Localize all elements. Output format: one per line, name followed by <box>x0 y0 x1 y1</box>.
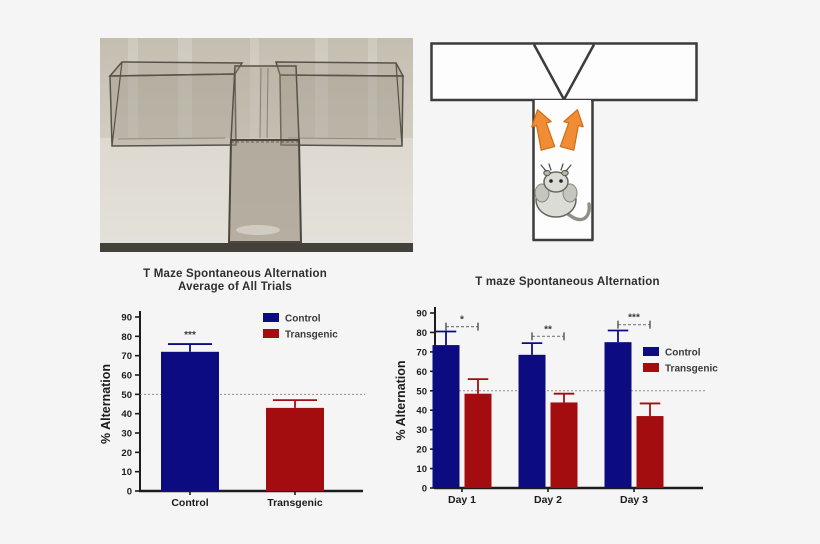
mouse-whiskers <box>540 163 572 172</box>
svg-text:40: 40 <box>416 406 427 417</box>
mouse-icon <box>534 163 591 222</box>
svg-text:90: 90 <box>416 309 427 320</box>
svg-text:30: 30 <box>121 429 132 440</box>
svg-text:Day 2: Day 2 <box>534 494 562 506</box>
photo-wall <box>100 38 413 138</box>
svg-text:Transgenic: Transgenic <box>285 330 338 341</box>
left-arm-tank <box>108 61 244 147</box>
svg-text:*: * <box>460 315 464 326</box>
chart-title: T Maze Spontaneous Alternation Average o… <box>95 268 375 294</box>
svg-text:70: 70 <box>416 347 427 358</box>
maze-top-arm <box>430 42 698 102</box>
svg-text:20: 20 <box>416 445 427 456</box>
photo-table-edge <box>100 243 413 252</box>
svg-text:Control: Control <box>665 348 701 359</box>
bar-chart-daily: 0 10 20 30 40 50 60 70 80 90 % Alternation Day 1 Day… <box>395 307 718 506</box>
svg-text:40: 40 <box>121 409 132 420</box>
svg-text:60: 60 <box>416 367 427 378</box>
svg-text:50: 50 <box>416 386 427 397</box>
svg-text:Day 3: Day 3 <box>620 494 648 506</box>
t-maze-photo-graphic <box>100 38 413 252</box>
svg-text:20: 20 <box>121 448 132 459</box>
t-maze-diagram <box>430 42 698 247</box>
svg-text:% Alternation: % Alternation <box>395 360 408 440</box>
svg-text:10: 10 <box>416 464 427 475</box>
chart-average-of-all-trials: T Maze Spontaneous Alternation Average o… <box>95 268 375 514</box>
svg-text:50: 50 <box>121 390 132 401</box>
center-stem-tank <box>227 65 303 243</box>
svg-text:Control: Control <box>171 497 208 509</box>
chart-title-line2: Average of All Trials <box>178 281 292 293</box>
bar-chart-average-trials: 0 10 20 30 40 50 60 70 80 90 % Alternation Control T… <box>99 311 365 509</box>
svg-text:60: 60 <box>121 371 132 382</box>
svg-text:70: 70 <box>121 351 132 362</box>
svg-text:80: 80 <box>416 328 427 339</box>
svg-text:10: 10 <box>121 467 132 478</box>
svg-text:**: ** <box>544 324 552 335</box>
t-maze-apparatus-photo <box>100 38 413 252</box>
chart-title-line1: T Maze Spontaneous Alternation <box>143 268 327 280</box>
chart-daily-alternation: T maze Spontaneous Alternation 0 10 20 30 40… <box>395 276 740 519</box>
svg-text:30: 30 <box>416 425 427 436</box>
svg-text:0: 0 <box>422 484 427 495</box>
svg-text:Day 1: Day 1 <box>448 494 476 506</box>
chart-title: T maze Spontaneous Alternation <box>475 276 660 288</box>
svg-text:90: 90 <box>121 313 132 324</box>
maze-v-divider <box>532 43 596 101</box>
svg-text:Transgenic: Transgenic <box>665 364 718 375</box>
svg-text:80: 80 <box>121 332 132 343</box>
t-maze-diagram-graphic <box>430 42 698 242</box>
svg-text:0: 0 <box>127 487 132 498</box>
alternation-arrows-icon <box>531 109 584 151</box>
right-arm-tank <box>274 61 405 147</box>
svg-text:Transgenic: Transgenic <box>267 497 323 509</box>
svg-text:% Alternation: % Alternation <box>99 364 113 444</box>
svg-text:***: *** <box>628 313 640 324</box>
svg-text:***: *** <box>184 330 196 341</box>
svg-text:Control: Control <box>285 314 321 325</box>
